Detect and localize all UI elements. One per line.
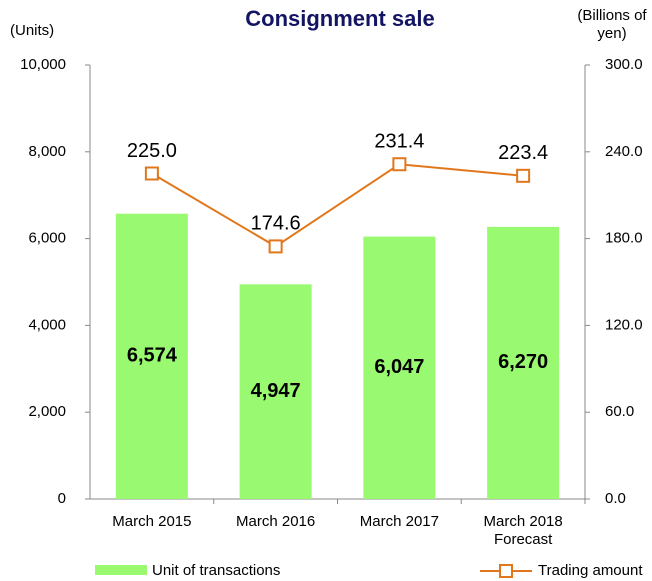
x-tick-label: March 2016 <box>236 513 316 530</box>
y-axis-label: (Units) <box>10 22 54 39</box>
line-value-label: 174.6 <box>251 213 301 235</box>
legend-swatch <box>95 565 147 575</box>
y2-tick-label: 180.0 <box>605 230 643 247</box>
line-value-label: 225.0 <box>127 140 177 162</box>
y-tick-label: 2,000 <box>28 403 66 420</box>
bar-value-label: 4,947 <box>251 380 301 402</box>
bar <box>487 226 560 499</box>
bar-value-label: 6,574 <box>127 345 178 367</box>
legend-label: Unit of transactions <box>152 562 280 579</box>
y-tick-label: 6,000 <box>28 230 66 247</box>
bar <box>363 236 436 500</box>
y-tick-label: 4,000 <box>28 316 66 333</box>
y-tick-label: 0 <box>58 490 66 507</box>
y-tick-label: 10,000 <box>20 56 66 73</box>
line-value-label: 231.4 <box>374 131 424 153</box>
y2-tick-label: 60.0 <box>605 403 634 420</box>
y2-axis-label: (Billions of yen) <box>577 7 647 42</box>
x-tick-label: March 2017 <box>359 513 439 530</box>
y2-tick-label: 300.0 <box>605 56 643 73</box>
legend-marker <box>499 564 513 578</box>
legend-label: Trading amount <box>538 562 643 579</box>
line-value-label: 223.4 <box>498 142 548 164</box>
x-tick-label: March 2018 Forecast <box>483 513 563 548</box>
x-tick-label: March 2015 <box>112 513 192 530</box>
line-marker <box>516 168 531 183</box>
line-marker <box>268 239 283 254</box>
bar <box>239 284 312 499</box>
line-marker <box>144 166 159 181</box>
y-tick-label: 8,000 <box>28 143 66 160</box>
bar-value-label: 6,047 <box>374 356 424 378</box>
chart-title: Consignment sale <box>245 6 434 31</box>
bar <box>115 213 188 499</box>
y2-tick-label: 240.0 <box>605 143 643 160</box>
line-marker <box>392 157 407 172</box>
y2-tick-label: 0.0 <box>605 490 626 507</box>
y2-tick-label: 120.0 <box>605 316 643 333</box>
bar-value-label: 6,270 <box>498 351 548 373</box>
line <box>151 163 524 248</box>
